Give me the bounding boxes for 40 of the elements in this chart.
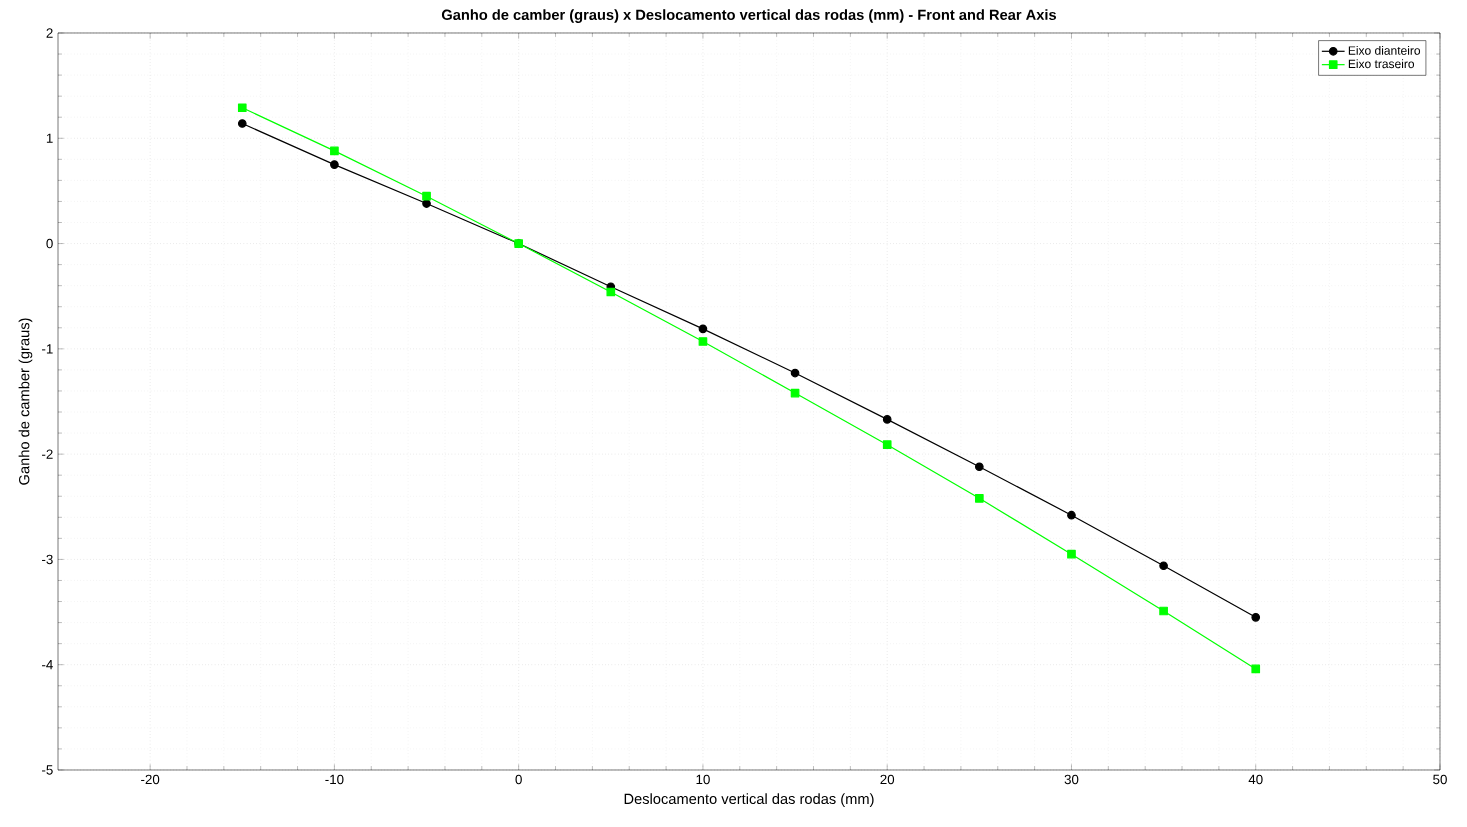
point [237,103,247,113]
legend-label: Eixo traseiro [1348,59,1415,69]
point [790,368,800,378]
y-tick-label: -3 [42,554,53,565]
point [1159,561,1168,571]
point [1159,606,1168,616]
y-tick-label: -2 [42,449,53,459]
x-tick-label: 10 [696,774,710,785]
point [330,160,339,169]
point [1251,664,1261,674]
y-axis-title: Ganho de camber (graus) [18,318,33,485]
chart-title: Ganho de camber (graus) x Deslocamento vertical das rodas (mm) - Front and Rear Axis [441,9,1057,23]
point [975,462,984,472]
y-tick-label: 1 [46,133,53,143]
point [882,415,892,424]
x-tick-label: -10 [325,774,344,785]
x-tick-label: -20 [141,774,160,785]
y-tick-label: 0 [46,238,53,249]
x-tick-label: 20 [880,774,895,785]
point [606,287,616,297]
x-tick-label: 30 [1064,774,1079,785]
x-axis-title: Deslocamento vertical das rodas (mm) [624,793,874,807]
y-tick-label: -5 [42,765,53,775]
point [698,324,708,334]
y-tick-label: -4 [42,660,53,670]
x-tick-label: 40 [1248,774,1263,785]
point [1067,510,1076,520]
point [698,337,708,346]
point [237,119,247,128]
x-tick-label: 0 [515,774,522,785]
point [1067,549,1076,559]
point [1251,612,1261,622]
point [422,191,431,201]
x-tick-label: 50 [1433,774,1447,785]
y-tick-label: -1 [42,344,53,354]
legend-label: Eixo dianteiro [1348,45,1421,55]
point [330,146,339,156]
y-tick-label: 2 [46,28,53,38]
point [975,494,984,503]
point [882,440,892,449]
